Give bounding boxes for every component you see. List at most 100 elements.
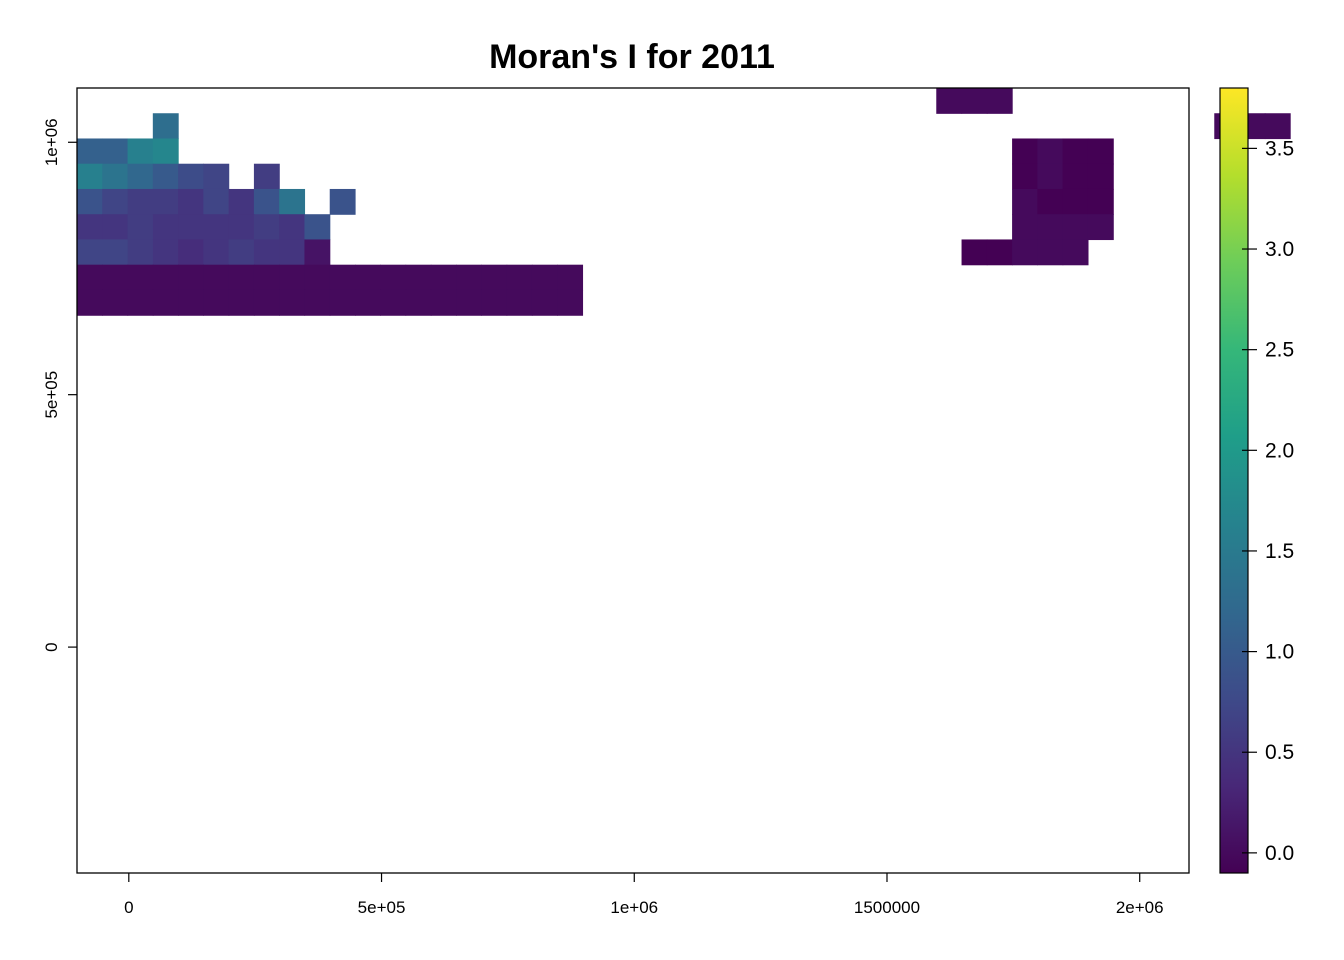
heatmap-cell — [203, 163, 230, 190]
colorbar-tick-label: 0.0 — [1265, 842, 1294, 865]
heatmap-cell — [430, 289, 457, 316]
heatmap-cell — [405, 289, 432, 316]
heatmap-cell — [1012, 163, 1038, 190]
colorbar-axis: 0.0 0.5 1.0 1.5 2.0 2.5 3.0 3.5 — [1242, 137, 1294, 865]
heatmap-cell — [355, 289, 381, 316]
heatmap-cell — [355, 264, 381, 291]
x-tick-label: 2e+06 — [1116, 898, 1164, 917]
heatmap-cell — [329, 289, 356, 316]
heatmap-cell — [178, 214, 204, 241]
heatmap-cell — [203, 239, 230, 266]
heatmap-cell — [203, 289, 230, 316]
heatmap-cell — [77, 264, 103, 291]
x-tick-label: 5e+05 — [358, 898, 406, 917]
heatmap-cell — [178, 188, 204, 215]
colorbar-tick-label: 0.5 — [1265, 741, 1294, 764]
heatmap-cell — [1062, 163, 1089, 190]
heatmap-cell — [1062, 239, 1089, 266]
heatmap-cell — [279, 188, 306, 215]
heatmap-cell — [304, 239, 331, 266]
heatmap-cell — [986, 239, 1013, 266]
x-tick-label: 1500000 — [854, 898, 920, 917]
heatmap-cell — [253, 188, 280, 215]
heatmap-cell — [1087, 138, 1114, 165]
heatmap-cell — [228, 239, 255, 266]
heatmap-cell — [1012, 138, 1038, 165]
y-tick-label: 5e+05 — [42, 371, 61, 419]
heatmap-cell — [1012, 214, 1038, 241]
plot-frame — [76, 87, 1190, 874]
heatmap-cell — [228, 214, 255, 241]
heatmap-cell — [152, 163, 179, 190]
heatmap-cell — [329, 188, 356, 215]
heatmap-cell — [178, 264, 204, 291]
colorbar-tick-label: 3.0 — [1265, 238, 1294, 261]
heatmap-cells — [77, 88, 1291, 316]
heatmap-cell — [1037, 188, 1064, 215]
heatmap-cell — [253, 163, 280, 190]
heatmap-cell — [102, 289, 129, 316]
heatmap-cell — [228, 188, 255, 215]
heatmap-cell — [152, 138, 179, 165]
heatmap-cell — [102, 214, 129, 241]
heatmap-cell — [279, 264, 306, 291]
heatmap-cell — [304, 289, 331, 316]
heatmap-cell — [228, 289, 255, 316]
heatmap-cell — [203, 188, 230, 215]
heatmap-cell — [253, 289, 280, 316]
heatmap-cell — [506, 264, 533, 291]
heatmap-cell — [127, 239, 154, 266]
heatmap-cell — [1037, 239, 1064, 266]
heatmap-cell — [506, 289, 533, 316]
x-axis: 0 5e+05 1e+06 1500000 2e+06 — [124, 873, 1164, 917]
heatmap-cell — [203, 214, 230, 241]
heatmap-cell — [178, 163, 204, 190]
heatmap-cell — [380, 264, 407, 291]
heatmap-cell — [1062, 138, 1089, 165]
y-tick-label: 1e+06 — [42, 118, 61, 166]
heatmap-cell — [253, 239, 280, 266]
heatmap-cell — [77, 289, 103, 316]
heatmap-cell — [456, 289, 482, 316]
heatmap-cell — [279, 239, 306, 266]
heatmap-cell — [481, 264, 508, 291]
heatmap-cell — [77, 214, 103, 241]
y-tick-label: 0 — [42, 642, 61, 651]
x-tick-label: 0 — [124, 898, 133, 917]
heatmap-cell — [1037, 214, 1064, 241]
heatmap-cell — [1037, 138, 1064, 165]
colorbar-tick-label: 1.5 — [1265, 540, 1294, 563]
heatmap-cell — [102, 239, 129, 266]
heatmap-cell — [152, 239, 179, 266]
heatmap-cell — [481, 289, 508, 316]
heatmap-cell — [102, 264, 129, 291]
heatmap-cell — [1012, 239, 1038, 266]
heatmap-cell — [531, 289, 558, 316]
heatmap-cell — [557, 289, 584, 316]
heatmap-cell — [253, 214, 280, 241]
heatmap-cell — [456, 264, 482, 291]
heatmap-cell — [279, 289, 306, 316]
heatmap-cell — [557, 264, 584, 291]
heatmap-cell — [152, 113, 179, 140]
x-tick-label: 1e+06 — [610, 898, 658, 917]
heatmap-cell — [531, 264, 558, 291]
heatmap-cell — [77, 188, 103, 215]
heatmap-cell — [1062, 214, 1089, 241]
heatmap-cell — [203, 264, 230, 291]
heatmap-cell — [127, 289, 154, 316]
heatmap-cell — [102, 163, 129, 190]
heatmap-cell — [1087, 188, 1114, 215]
heatmap-cell — [304, 214, 331, 241]
heatmap-cell — [1012, 188, 1038, 215]
heatmap-cell — [1037, 163, 1064, 190]
heatmap-cell — [253, 264, 280, 291]
heatmap-cell — [77, 138, 103, 165]
heatmap-cell — [77, 163, 103, 190]
heatmap-cell — [961, 88, 988, 114]
heatmap-cell — [127, 188, 154, 215]
heatmap-cell — [178, 289, 204, 316]
colorbar-tick-label: 1.0 — [1265, 641, 1294, 664]
heatmap-cell — [102, 188, 129, 215]
